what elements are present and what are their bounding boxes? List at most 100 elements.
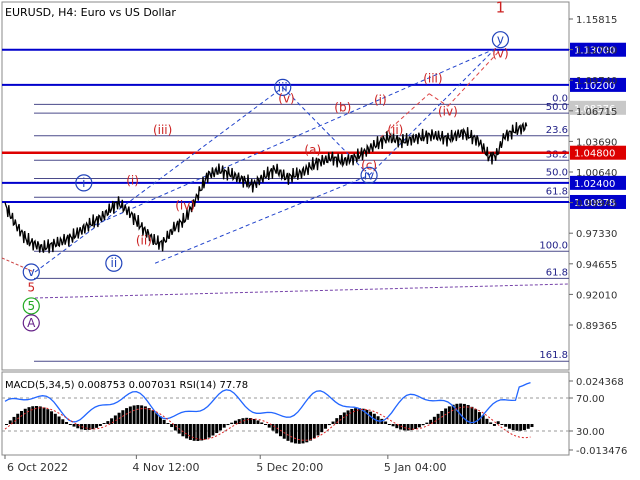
macd-histogram-bar [369,411,373,424]
price-tick-label: 1.09740 [576,76,617,87]
macd-histogram-bar [113,415,117,424]
price-tick-label: 0.97330 [576,229,617,240]
key-level-label: 1.13000 [574,46,615,57]
macd-histogram-bar [402,424,406,431]
wave-label: (ii) [136,234,152,248]
macd-histogram-bar [95,424,99,428]
macd-histogram-bar [481,415,485,424]
macd-histogram-bar [320,424,324,433]
wave-label: (iv) [438,104,458,118]
macd-histogram-bar [125,408,129,424]
macd-histogram-bar [42,407,46,424]
macd-histogram-bar [222,424,226,428]
macd-histogram-bar [46,409,50,424]
macd-histogram-bar [267,424,271,428]
wave-projection-line [368,43,501,176]
macd-histogram-bar [233,420,237,424]
time-tick-label: 4 Nov 12:00 [132,461,199,474]
key-level-box [570,175,626,190]
macd-histogram-bar [87,424,91,430]
macd-histogram-bar [12,416,16,424]
macd-histogram-bar [166,423,170,424]
wave-label: iv [364,168,374,182]
macd-histogram-bar [417,424,421,428]
macd-histogram-bar [203,424,207,440]
price-tick-label: 0.94655 [576,260,617,271]
macd-histogram-bar [275,424,279,434]
key-level-label: 1.02400 [574,179,615,190]
macd-histogram-bar [391,424,395,427]
macd-histogram-bar [245,417,249,424]
macd-histogram-bar [256,420,260,424]
macd-histogram-bar [354,408,358,424]
wave-path-line [1,257,35,273]
macd-histogram-bar [429,419,433,424]
wave-label: (a) [304,143,321,157]
macd-histogram-bar [500,424,504,425]
macd-histogram-bar [384,421,388,424]
wave-label: (i) [374,93,387,107]
wave-label: (v) [278,92,294,106]
chart-title: EURUSD, H4: Euro vs US Dollar [5,6,176,19]
macd-histogram-bar [365,409,369,424]
macd-histogram-bar [414,424,418,429]
main-pane [1,1,570,371]
macd-histogram-bar [155,413,159,424]
key-level-label: 1.00878 [574,198,615,209]
macd-histogram-bar [72,424,76,427]
macd-histogram-bar [132,405,136,424]
macd-histogram-bar [151,410,155,424]
macd-histogram-bar [260,422,264,424]
fib-level-label: 50.0 [546,167,568,178]
wave-label: A [27,316,36,330]
macd-histogram-bar [31,406,35,424]
fib-level-label: 61.8 [546,267,568,278]
macd-histogram-bar [451,404,455,424]
macd-histogram-bar [143,406,147,424]
key-level-box [570,77,626,92]
macd-histogram-bar [65,421,69,424]
wave-projection-line [428,93,449,107]
macd-histogram-bar [526,424,530,429]
wave-label: v [497,33,504,47]
macd-histogram-bar [185,424,189,439]
macd-histogram-bar [140,405,144,424]
macd-histogram-bar [20,410,24,424]
macd-histogram-bar [290,424,294,443]
macd-histogram-bar [519,424,523,431]
macd-histogram-bar [263,424,267,425]
macd-histogram-bar [462,403,466,424]
macd-histogram-bar [230,422,234,424]
macd-histogram-bar [301,424,305,444]
macd-histogram-bar [5,424,8,425]
price-tick-label: 0.89365 [576,321,617,332]
wave-label-circle [75,174,93,192]
price-tick-label: 1.03690 [576,137,617,148]
macd-histogram-bar [357,408,361,424]
macd-histogram-bar [342,412,346,424]
wave-label: 5 [27,299,35,313]
macd-histogram-bar [248,418,252,424]
price-tick-label: 1.12790 [576,46,617,57]
macd-histogram-bar [309,424,313,441]
price-tick-label: 1.00640 [576,168,617,179]
macd-histogram-bar [515,424,519,431]
fib-level-label: 38.2 [546,149,568,160]
macd-histogram-bar [507,424,511,429]
macd-histogram-bar [8,420,12,424]
price-line [4,121,528,254]
wave-label: v [28,265,35,279]
macd-histogram-bar [170,424,174,428]
wave-projection-line [34,87,284,273]
macd-histogram-bar [181,424,185,437]
wave-label: (iv) [175,198,195,212]
macd-histogram-bar [192,424,196,441]
macd-histogram-bar [38,406,42,424]
macd-histogram-bar [522,424,526,431]
macd-histogram-bar [173,424,177,431]
macd-histogram-bar [128,406,132,424]
macd-histogram-bar [504,424,508,427]
wave-label: ii [111,256,118,270]
macd-histogram-bar [83,424,87,430]
indicator-tick-label: 0.024368 [576,377,624,388]
